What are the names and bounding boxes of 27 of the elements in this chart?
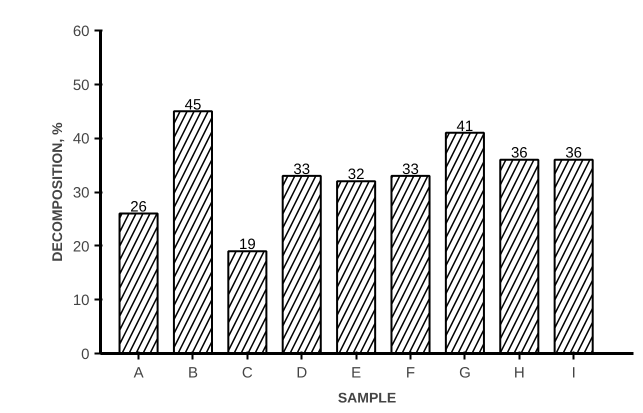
y-tick-label: 30 [72,184,90,202]
y-tick-label: 60 [72,23,90,40]
y-tick-label: 20 [72,238,90,256]
x-tick-label: I [572,364,576,382]
y-tick-label: 50 [72,76,90,94]
data-label: 19 [239,236,256,254]
data-label: 41 [456,118,474,135]
y-axis-title: DECOMPOSITION, % [48,122,65,262]
data-label: 36 [565,144,582,162]
x-tick-label: F [406,364,416,382]
y-tick-label: 40 [72,130,90,148]
x-tick-label: D [296,364,308,382]
data-label: 45 [184,96,202,114]
data-label: 33 [293,160,310,178]
x-tick-label: H [514,364,525,382]
x-axis-title: SAMPLE [338,390,396,406]
y-tick-label: 10 [72,292,90,310]
x-tick-label: B [188,364,198,382]
data-label: 36 [510,144,528,162]
data-label: 33 [402,160,419,178]
data-label: 26 [130,198,147,216]
x-tick-label: C [242,364,253,382]
x-tick-label: E [351,364,362,382]
x-tick-label: G [459,364,471,382]
y-tick-label: 0 [81,346,90,363]
x-tick-label: A [134,364,144,382]
data-label: 32 [348,166,364,184]
